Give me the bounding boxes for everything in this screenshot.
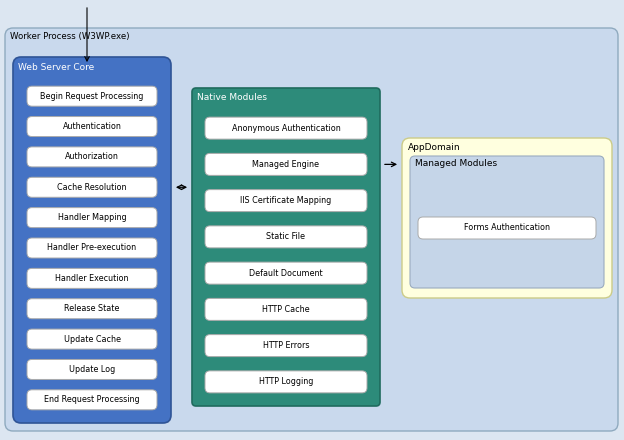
Text: Worker Process (W3WP.exe): Worker Process (W3WP.exe) <box>10 33 130 41</box>
FancyBboxPatch shape <box>27 86 157 106</box>
FancyBboxPatch shape <box>205 190 367 212</box>
Text: Anonymous Authentication: Anonymous Authentication <box>232 124 340 132</box>
FancyBboxPatch shape <box>27 177 157 197</box>
Text: Managed Modules: Managed Modules <box>415 159 497 169</box>
Text: Begin Request Processing: Begin Request Processing <box>41 92 144 101</box>
Text: AppDomain: AppDomain <box>408 143 461 151</box>
Text: Release State: Release State <box>64 304 120 313</box>
FancyBboxPatch shape <box>27 390 157 410</box>
FancyBboxPatch shape <box>402 138 612 298</box>
Text: IIS Certificate Mapping: IIS Certificate Mapping <box>240 196 331 205</box>
Text: Authentication: Authentication <box>62 122 122 131</box>
FancyBboxPatch shape <box>205 335 367 357</box>
FancyBboxPatch shape <box>27 359 157 379</box>
Text: Update Log: Update Log <box>69 365 115 374</box>
Text: End Request Processing: End Request Processing <box>44 395 140 404</box>
FancyBboxPatch shape <box>13 57 171 423</box>
FancyBboxPatch shape <box>27 117 157 136</box>
FancyBboxPatch shape <box>205 226 367 248</box>
FancyBboxPatch shape <box>205 117 367 139</box>
Text: Update Cache: Update Cache <box>64 334 120 344</box>
FancyBboxPatch shape <box>205 262 367 284</box>
Text: Static File: Static File <box>266 232 306 242</box>
Text: Authorization: Authorization <box>65 152 119 161</box>
Text: Handler Execution: Handler Execution <box>56 274 129 283</box>
Text: HTTP Errors: HTTP Errors <box>263 341 310 350</box>
Text: HTTP Logging: HTTP Logging <box>259 378 313 386</box>
FancyBboxPatch shape <box>27 238 157 258</box>
FancyBboxPatch shape <box>27 147 157 167</box>
Text: Default Document: Default Document <box>249 269 323 278</box>
Text: Forms Authentication: Forms Authentication <box>464 224 550 232</box>
Text: HTTP Cache: HTTP Cache <box>262 305 310 314</box>
Text: Handler Pre-execution: Handler Pre-execution <box>47 243 137 253</box>
FancyBboxPatch shape <box>205 154 367 176</box>
FancyBboxPatch shape <box>205 371 367 393</box>
Text: Handler Mapping: Handler Mapping <box>57 213 126 222</box>
FancyBboxPatch shape <box>205 298 367 320</box>
Text: Native Modules: Native Modules <box>197 92 267 102</box>
Text: Web Server Core: Web Server Core <box>18 62 94 71</box>
FancyBboxPatch shape <box>410 156 604 288</box>
Text: Managed Engine: Managed Engine <box>253 160 319 169</box>
Text: Cache Resolution: Cache Resolution <box>57 183 127 192</box>
FancyBboxPatch shape <box>5 28 618 431</box>
FancyBboxPatch shape <box>27 208 157 227</box>
FancyBboxPatch shape <box>418 217 596 239</box>
FancyBboxPatch shape <box>27 329 157 349</box>
FancyBboxPatch shape <box>27 299 157 319</box>
FancyBboxPatch shape <box>27 268 157 288</box>
FancyBboxPatch shape <box>192 88 380 406</box>
